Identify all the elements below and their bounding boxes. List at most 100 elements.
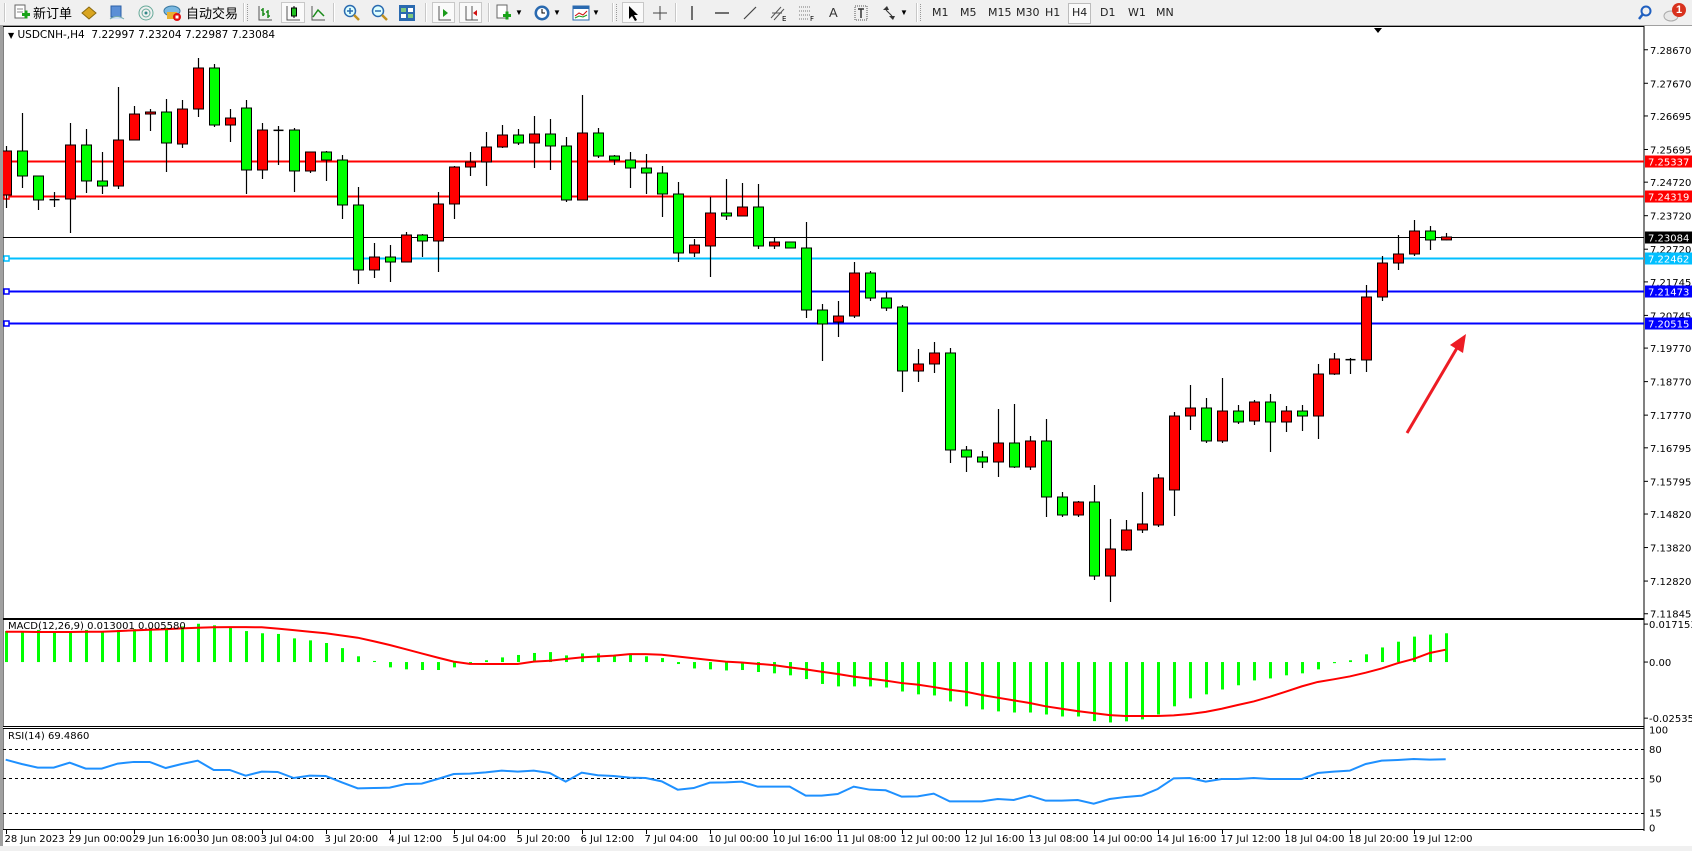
fibonacci-tool-button[interactable]: F <box>797 2 817 23</box>
crosshair-tool-button[interactable] <box>651 2 669 23</box>
notifications-button[interactable]: 1 <box>1662 2 1688 23</box>
macd-histogram-bar <box>165 627 168 663</box>
toolbar-separator <box>333 3 335 22</box>
price-tag <box>1645 252 1692 265</box>
fibonacci-icon: F <box>797 4 817 22</box>
arrows-tool-button[interactable]: ▼ <box>880 2 908 23</box>
macd-histogram-bar <box>1429 634 1432 663</box>
candle <box>865 270 876 301</box>
chevron-down-icon[interactable]: ▼ <box>515 8 523 17</box>
macd-histogram-bar <box>549 652 552 663</box>
bar-chart-button[interactable] <box>256 2 274 23</box>
macd-histogram-bar <box>53 631 56 663</box>
chevron-down-icon[interactable]: ▼ <box>553 8 561 17</box>
timeframe-m5[interactable]: M5 <box>960 6 977 19</box>
red-arrow-annotation[interactable] <box>1405 334 1466 434</box>
trendline-tool-button[interactable] <box>741 2 759 23</box>
data-window-button[interactable] <box>108 2 126 23</box>
candle-body <box>433 203 444 242</box>
macd-histogram-bar <box>597 653 600 663</box>
line-handle[interactable] <box>3 320 10 327</box>
candlestick-chart-button[interactable] <box>281 2 305 23</box>
line-handle[interactable] <box>3 288 10 295</box>
search-button[interactable] <box>1637 2 1653 23</box>
periodicity-button[interactable]: ▼ <box>533 2 561 23</box>
candle-body <box>1073 501 1084 516</box>
price-tick-label: 7.24720 <box>1650 178 1691 189</box>
candle-body <box>737 206 748 217</box>
candle <box>1393 234 1404 270</box>
toolbar-grip[interactable] <box>920 4 924 21</box>
macd-histogram-bar <box>1301 662 1304 674</box>
candle <box>705 197 716 277</box>
collapse-triangle-icon[interactable]: ▼ <box>8 31 15 40</box>
macd-histogram-bar <box>917 662 920 695</box>
vertical-line-tool-button[interactable] <box>685 2 699 23</box>
new-chart-button[interactable]: ▼ <box>495 2 523 23</box>
timeframe-h4[interactable]: H4 <box>1068 3 1092 24</box>
candle <box>1361 285 1372 372</box>
candle <box>561 137 572 203</box>
timeframe-mn[interactable]: MN <box>1156 6 1174 19</box>
candle <box>609 155 620 166</box>
new-order-button[interactable]: 新订单 <box>14 2 72 23</box>
navigator-button[interactable] <box>137 2 155 23</box>
auto-scroll-button[interactable] <box>432 2 455 23</box>
candle-body <box>1281 410 1292 423</box>
auto-trading-button[interactable]: 自动交易 <box>163 2 238 23</box>
horizontal-line-tool-button[interactable] <box>713 2 731 23</box>
timeframe-d1[interactable]: D1 <box>1100 6 1116 19</box>
equidistant-channel-tool-button[interactable]: E <box>769 2 789 23</box>
macd-histogram-bar <box>1365 654 1368 663</box>
macd-histogram-bar <box>5 631 8 663</box>
price-tick-label: 7.19770 <box>1650 344 1691 355</box>
candle <box>961 446 972 472</box>
candle <box>657 166 668 217</box>
line-handle[interactable] <box>3 255 10 262</box>
rsi-pane[interactable] <box>2 728 1645 830</box>
macd-histogram-bar <box>485 660 488 663</box>
candle <box>1009 404 1020 468</box>
cursor-tool-button[interactable] <box>622 2 644 23</box>
candle-body <box>193 67 204 110</box>
chevron-down-icon[interactable]: ▼ <box>592 8 600 17</box>
macd-histogram-bar <box>773 662 776 674</box>
macd-histogram-bar <box>1029 662 1032 713</box>
candle <box>1345 357 1356 375</box>
timeframe-m30[interactable]: M30 <box>1016 6 1040 19</box>
candle-body <box>289 129 300 172</box>
time-tick-label: 19 Jul 12:00 <box>1413 834 1473 845</box>
market-watch-button[interactable] <box>80 2 98 23</box>
macd-histogram-bar <box>1253 662 1256 681</box>
chart-shift-button[interactable] <box>459 2 482 23</box>
price-tick-label: 7.22720 <box>1650 245 1691 256</box>
chart-shift-marker-icon[interactable] <box>1374 28 1382 33</box>
toolbar-grip[interactable] <box>247 4 251 21</box>
timeframe-w1[interactable]: W1 <box>1128 6 1146 19</box>
zoom-in-button[interactable] <box>343 2 361 23</box>
candle-body <box>1105 548 1116 577</box>
chevron-down-icon[interactable]: ▼ <box>900 8 908 17</box>
new-order-label: 新订单 <box>33 6 73 21</box>
candle-body <box>1 150 12 196</box>
candle <box>497 125 508 149</box>
timeframe-m15[interactable]: M15 <box>988 6 1012 19</box>
text-label-tool-button[interactable] <box>853 2 869 23</box>
candle-body <box>177 108 188 145</box>
line-chart-button[interactable] <box>309 2 327 23</box>
toolbar-grip[interactable] <box>616 4 620 21</box>
candle <box>449 166 460 220</box>
chart-title: ▼ USDCNH-,H4 7.22997 7.23204 7.22987 7.2… <box>8 29 275 41</box>
candle-body <box>481 146 492 163</box>
text-tool-button[interactable]: A <box>829 5 838 20</box>
arrows-icon <box>880 4 898 22</box>
timeframe-h1[interactable]: H1 <box>1045 6 1061 19</box>
zoom-out-button[interactable] <box>371 2 389 23</box>
macd-histogram-bar <box>197 623 200 663</box>
timeframe-m1[interactable]: M1 <box>932 6 949 19</box>
tile-windows-button[interactable] <box>398 2 416 23</box>
candle <box>1249 399 1260 425</box>
candle-body <box>1169 415 1180 491</box>
templates-button[interactable]: ▼ <box>572 2 600 23</box>
